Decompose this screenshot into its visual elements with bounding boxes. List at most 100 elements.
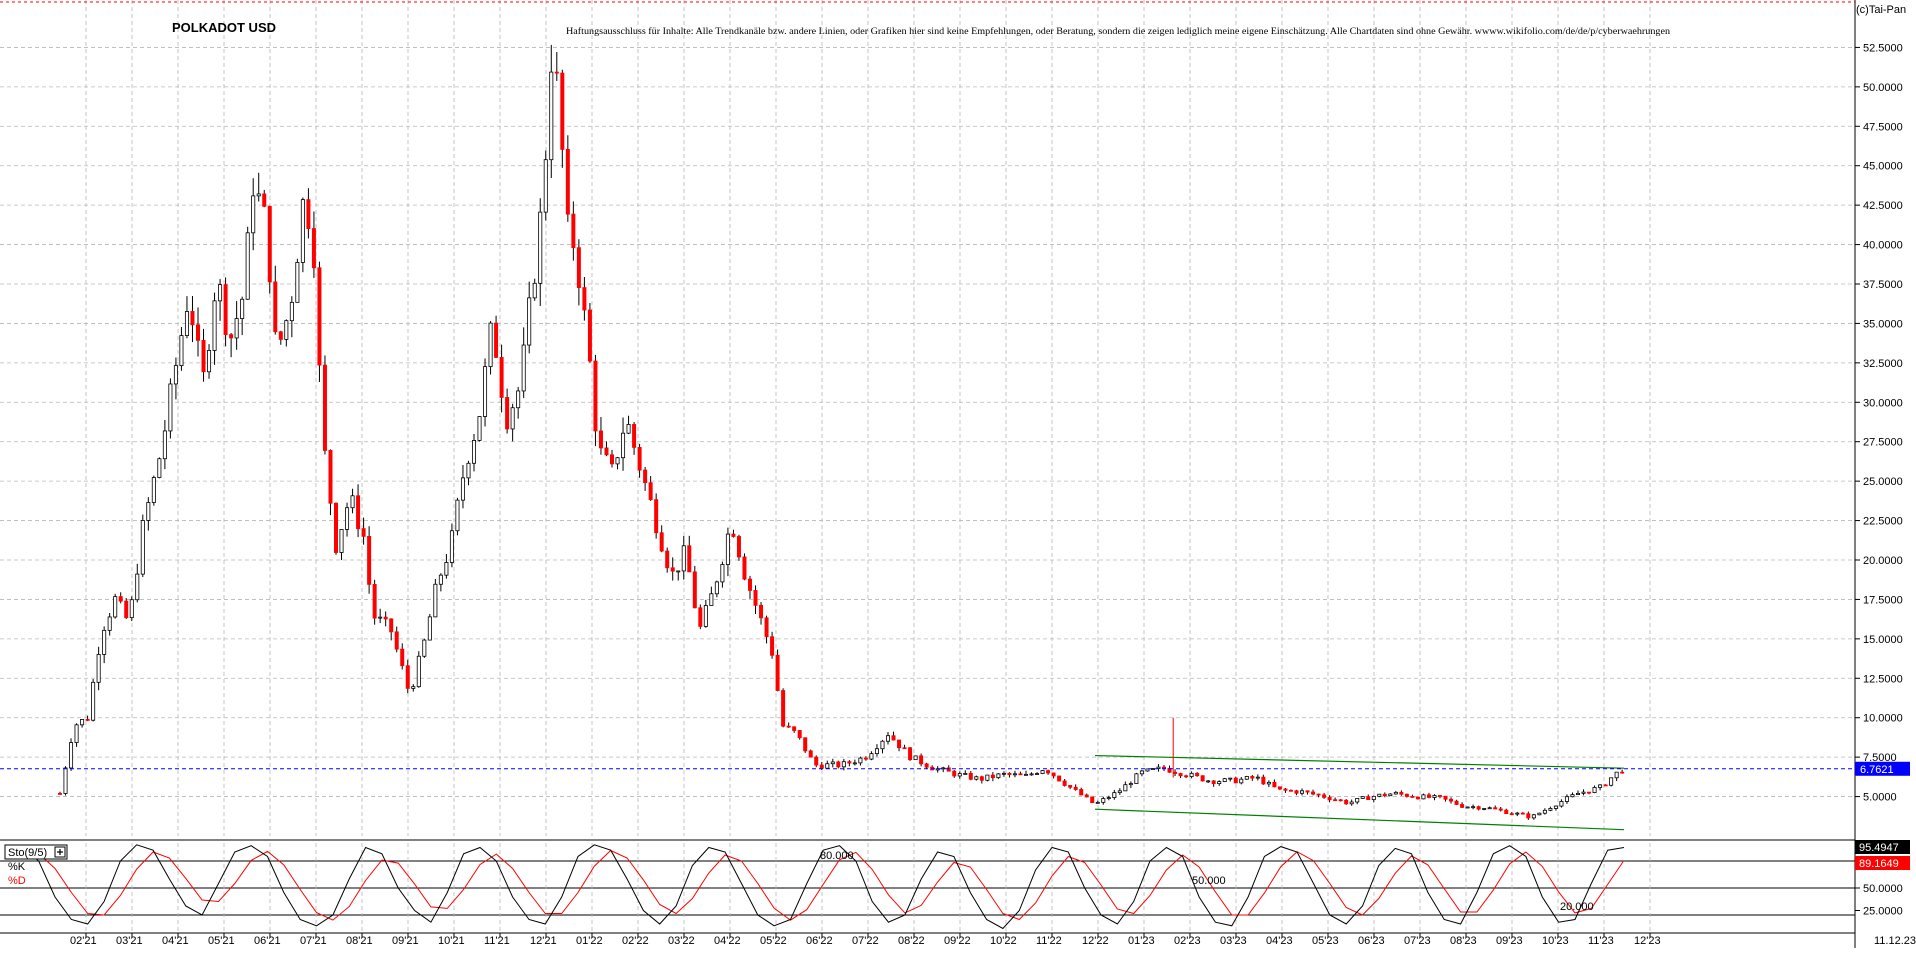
x-tick-label: 07'22 (852, 935, 879, 947)
x-tick-label: 03'21 (116, 935, 143, 947)
y-tick-label: 10.0000 (1863, 713, 1903, 725)
candle-body (278, 331, 283, 340)
candle-body (1178, 773, 1183, 777)
candle-body (1537, 812, 1542, 816)
candle-body (665, 550, 670, 569)
candle-body (1233, 777, 1238, 784)
candle-body (996, 773, 1001, 779)
candle-body (333, 502, 338, 553)
candle-body (58, 793, 63, 795)
candle-body (935, 768, 940, 771)
candle-body (565, 148, 570, 215)
candle-body (173, 365, 178, 385)
candle-body (554, 71, 559, 74)
candle-body (1542, 809, 1547, 814)
x-tick-label: 05'21 (208, 935, 235, 947)
x-tick-label: 06'23 (1358, 935, 1385, 947)
x-tick-label: 07'21 (300, 935, 327, 947)
candle-body (924, 763, 929, 768)
candle-body (703, 605, 708, 627)
candle-body (692, 571, 697, 609)
candle-body (775, 654, 780, 691)
candle-body (913, 755, 918, 761)
x-tick-label: 07'23 (1404, 935, 1431, 947)
candle-body (1515, 812, 1520, 815)
current-price-badge (1855, 761, 1910, 776)
candle-body (1471, 806, 1476, 809)
x-tick-label: 12'22 (1082, 935, 1109, 947)
y-tick-label: 47.5000 (1863, 121, 1903, 133)
candle-body (1559, 801, 1564, 807)
candle-body (1344, 799, 1349, 805)
candle-body (311, 228, 316, 269)
candle-body (1327, 796, 1332, 801)
candle-body (891, 735, 896, 741)
candle-body (538, 211, 543, 284)
y-tick-label: 20.0000 (1863, 555, 1903, 567)
candle-body (1283, 788, 1288, 791)
x-tick-label: 11'22 (1036, 935, 1062, 947)
trend-lines (1094, 754, 1625, 831)
candle-body (1449, 798, 1454, 802)
candle-body (852, 762, 857, 765)
candle-body (162, 430, 167, 460)
candle-body (1012, 773, 1017, 776)
candle-body (637, 447, 642, 471)
candle-body (841, 761, 846, 768)
candle-body (1029, 773, 1034, 776)
candle-body (1570, 794, 1575, 798)
candle-body (516, 390, 521, 409)
candle-body (124, 600, 129, 619)
candle-body (416, 655, 421, 688)
candle-body (1228, 777, 1233, 780)
candle-body (1432, 795, 1437, 798)
candle-body (1128, 783, 1133, 786)
candle-body (1587, 791, 1592, 794)
candle-body (267, 205, 272, 283)
candle-body (1184, 775, 1189, 778)
candle-body (681, 545, 686, 572)
candle-body (549, 71, 554, 161)
candle-body (968, 773, 973, 780)
candle-body (659, 532, 664, 552)
candle-body (405, 665, 410, 689)
candle-body (1239, 778, 1244, 784)
candle-body (863, 757, 868, 760)
x-tick-label: 03'23 (1220, 935, 1247, 947)
candle-body (322, 364, 327, 451)
level-50-label: 50.000 (1192, 875, 1226, 887)
candle-body (963, 773, 968, 775)
candle-body (797, 730, 802, 739)
candle-body (1581, 791, 1586, 794)
trend-line (1094, 808, 1625, 831)
candle-body (1145, 768, 1150, 772)
y-tick-label: 40.0000 (1863, 240, 1903, 252)
candle-body (582, 287, 587, 311)
candle-body (957, 773, 962, 777)
candle-body (289, 301, 294, 322)
candle-body (1057, 775, 1062, 782)
oscillator-name: Sto(9/5) (8, 847, 47, 859)
x-tick-label: 09'23 (1496, 935, 1523, 947)
x-tick-label: 05'23 (1312, 935, 1339, 947)
stochastic-lines (5, 844, 1625, 930)
y-tick-label: 50.0000 (1863, 82, 1903, 94)
y-tick-label: 37.5000 (1863, 279, 1903, 291)
x-tick-label: 04'23 (1266, 935, 1293, 947)
candle-body (836, 761, 841, 768)
candle-body (1576, 792, 1581, 796)
candle-body (1311, 791, 1316, 795)
price-grid (0, 0, 1855, 836)
candle-body (389, 618, 394, 633)
k-value-badge (1855, 840, 1910, 854)
x-tick-label: 08'21 (346, 935, 373, 947)
oscillator-name-box[interactable] (4, 844, 68, 860)
candle-body (670, 567, 675, 572)
candle-body (345, 507, 350, 530)
x-tick-label: 08'23 (1450, 935, 1477, 947)
candle-body (1592, 787, 1597, 793)
candle-body (422, 639, 427, 657)
candle-body (598, 430, 603, 449)
candle-body (455, 499, 460, 532)
candle-body (604, 447, 609, 456)
